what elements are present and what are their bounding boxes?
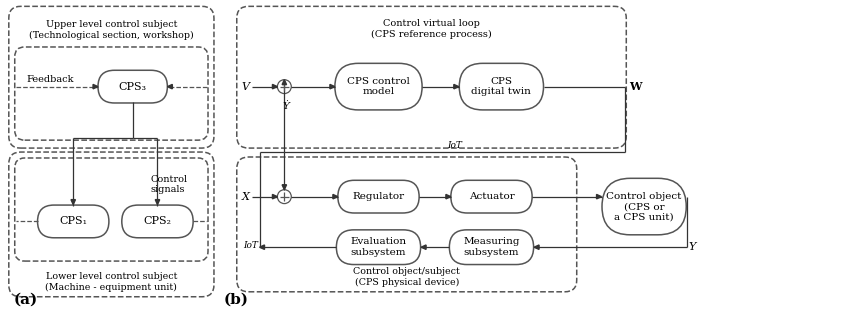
Text: IoT: IoT <box>243 241 258 250</box>
Text: Control
signals: Control signals <box>150 175 187 194</box>
Polygon shape <box>155 200 160 205</box>
Polygon shape <box>282 80 286 85</box>
Polygon shape <box>71 200 76 205</box>
Text: Y: Y <box>688 242 696 252</box>
FancyBboxPatch shape <box>338 180 419 213</box>
Polygon shape <box>596 194 602 199</box>
Text: Upper level control subject
(Technological section, workshop): Upper level control subject (Technologic… <box>29 20 194 40</box>
Polygon shape <box>333 194 338 199</box>
FancyBboxPatch shape <box>15 47 208 140</box>
Text: Regulator: Regulator <box>352 192 404 201</box>
Polygon shape <box>260 245 265 249</box>
Text: (b): (b) <box>224 293 249 307</box>
FancyBboxPatch shape <box>450 180 532 213</box>
Text: Ẏ: Ẏ <box>283 102 290 111</box>
Polygon shape <box>93 84 98 89</box>
Polygon shape <box>273 194 278 199</box>
FancyBboxPatch shape <box>602 178 687 235</box>
Text: CPS control
model: CPS control model <box>347 77 410 96</box>
Text: Measuring
subsystem: Measuring subsystem <box>464 237 520 257</box>
Text: Control virtual loop
(CPS reference process): Control virtual loop (CPS reference proc… <box>372 19 492 39</box>
Text: Feedback: Feedback <box>27 75 74 84</box>
Text: Evaluation
subsystem: Evaluation subsystem <box>351 237 406 257</box>
Polygon shape <box>421 245 426 249</box>
Text: Control object/subject
(CPS physical device): Control object/subject (CPS physical dev… <box>353 267 460 287</box>
Text: (a): (a) <box>14 293 38 307</box>
FancyBboxPatch shape <box>237 6 627 148</box>
Polygon shape <box>534 245 539 249</box>
Polygon shape <box>446 194 450 199</box>
FancyBboxPatch shape <box>337 230 421 264</box>
Text: Control object
(CPS or
a CPS unit): Control object (CPS or a CPS unit) <box>607 192 681 221</box>
Polygon shape <box>273 84 278 89</box>
FancyBboxPatch shape <box>9 152 214 297</box>
Polygon shape <box>168 84 173 89</box>
Polygon shape <box>282 185 286 190</box>
FancyBboxPatch shape <box>450 230 534 264</box>
Text: CPS₂: CPS₂ <box>143 216 172 226</box>
Text: X: X <box>241 192 250 202</box>
Text: Lower level control subject
(Machine - equipment unit): Lower level control subject (Machine - e… <box>45 272 177 292</box>
FancyBboxPatch shape <box>237 157 576 292</box>
FancyBboxPatch shape <box>98 70 168 103</box>
FancyBboxPatch shape <box>459 63 543 110</box>
Text: CPS₁: CPS₁ <box>59 216 87 226</box>
Text: CPS
digital twin: CPS digital twin <box>471 77 531 96</box>
Text: W: W <box>629 81 641 92</box>
Text: CPS₃: CPS₃ <box>119 82 147 92</box>
FancyBboxPatch shape <box>335 63 422 110</box>
FancyBboxPatch shape <box>15 158 208 261</box>
FancyBboxPatch shape <box>37 205 108 238</box>
Text: IoT: IoT <box>447 141 463 150</box>
Polygon shape <box>330 84 335 89</box>
FancyBboxPatch shape <box>9 6 214 148</box>
Text: V: V <box>241 82 250 92</box>
Polygon shape <box>454 84 459 89</box>
Text: Actuator: Actuator <box>469 192 515 201</box>
FancyBboxPatch shape <box>122 205 194 238</box>
